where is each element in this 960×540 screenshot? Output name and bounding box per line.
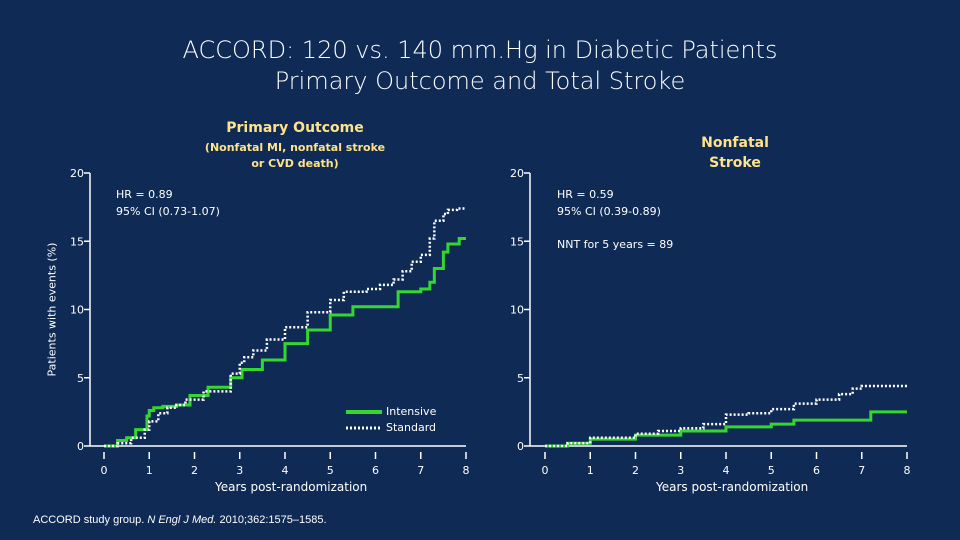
citation-suffix: 2010;362:1575–1585. xyxy=(216,514,327,526)
right-chart-title-line2: Stroke xyxy=(709,155,761,171)
left-chart-primary-outcome: 0 5 10 15 20 0 1 2 3 4 5 6 7 8 xyxy=(70,167,470,477)
x-tick-label: 0 xyxy=(542,464,549,477)
x-tick-label: 0 xyxy=(101,464,108,477)
x-tick-label: 4 xyxy=(282,464,289,477)
right-x-axis-label: Years post-randomization xyxy=(656,480,809,494)
citation-journal: N Engl J Med. xyxy=(147,514,217,526)
x-tick-label: 3 xyxy=(677,464,684,477)
y-tick-label: 20 xyxy=(70,167,84,180)
right-nnt-annotation: NNT for 5 years = 89 xyxy=(557,238,674,251)
y-tick-label: 5 xyxy=(517,372,524,385)
x-tick-label: 1 xyxy=(587,464,594,477)
right-chart-title-line1: Nonfatal xyxy=(701,135,769,151)
citation: ACCORD study group. N Engl J Med. 2010;3… xyxy=(33,514,327,526)
x-tick-label: 7 xyxy=(858,464,865,477)
right-hr-annotation: HR = 0.59 xyxy=(557,188,614,201)
x-tick-label: 8 xyxy=(904,464,911,477)
x-tick-label: 5 xyxy=(327,464,334,477)
x-tick-label: 6 xyxy=(372,464,379,477)
citation-prefix: ACCORD study group. xyxy=(33,514,148,526)
left-chart-title: Primary Outcome xyxy=(226,120,364,136)
left-ci-annotation: 95% CI (0.73-1.07) xyxy=(116,205,220,218)
right-chart-title: Nonfatal Stroke xyxy=(680,133,790,173)
y-tick-label: 0 xyxy=(517,440,524,453)
x-tick-label: 8 xyxy=(463,464,470,477)
left-chart-subtitle: (Nonfatal MI, nonfatal stroke or CVD dea… xyxy=(180,140,410,172)
legend-intensive-label: Intensive xyxy=(386,405,437,418)
x-tick-label: 2 xyxy=(632,464,639,477)
y-tick-label: 15 xyxy=(70,235,84,248)
x-tick-label: 3 xyxy=(236,464,243,477)
left-chart-subtitle-line1: (Nonfatal MI, nonfatal stroke xyxy=(204,141,386,154)
slide-title-line2: Primary Outcome and Total Stroke xyxy=(274,67,686,95)
left-hr-annotation: HR = 0.89 xyxy=(116,188,173,201)
series-line-intensive xyxy=(545,410,907,448)
x-tick-label: 4 xyxy=(723,464,730,477)
right-chart-nonfatal-stroke: 0 5 10 15 20 0 1 2 3 4 5 6 7 8 xyxy=(510,167,911,477)
x-tick-label: 7 xyxy=(417,464,424,477)
x-tick-label: 1 xyxy=(146,464,153,477)
y-tick-label: 20 xyxy=(510,167,524,180)
legend-standard-label: Standard xyxy=(386,421,437,434)
slide-title-line1: ACCORD: 120 vs. 140 mm.Hg in Diabetic Pa… xyxy=(182,36,778,64)
left-x-axis-label: Years post-randomization xyxy=(215,480,368,494)
series-line-standard xyxy=(545,384,907,448)
y-tick-label: 0 xyxy=(77,440,84,453)
x-tick-label: 2 xyxy=(191,464,198,477)
x-tick-label: 5 xyxy=(768,464,775,477)
y-tick-label: 5 xyxy=(77,372,84,385)
x-tick-label: 6 xyxy=(813,464,820,477)
left-chart-subtitle-line2: or CVD death) xyxy=(251,157,339,170)
y-tick-label: 10 xyxy=(70,304,84,317)
y-tick-label: 10 xyxy=(510,304,524,317)
y-tick-label: 15 xyxy=(510,235,524,248)
right-ci-annotation: 95% CI (0.39-0.89) xyxy=(557,205,661,218)
series-line-intensive xyxy=(104,237,466,448)
series-line-standard xyxy=(104,207,466,448)
